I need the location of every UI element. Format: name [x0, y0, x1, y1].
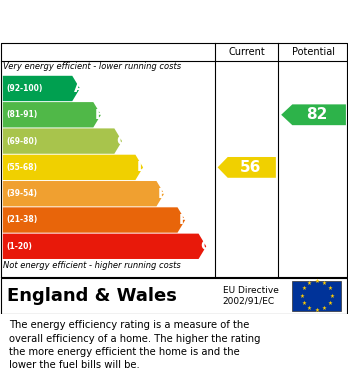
Polygon shape [218, 157, 276, 178]
Text: B: B [95, 108, 105, 122]
Text: (1-20): (1-20) [6, 242, 32, 251]
Text: E: E [158, 187, 167, 201]
Text: D: D [137, 160, 148, 174]
Polygon shape [3, 233, 206, 259]
Text: ★: ★ [327, 301, 332, 306]
Text: G: G [200, 239, 211, 253]
Text: ★: ★ [314, 278, 319, 283]
Text: Energy Efficiency Rating: Energy Efficiency Rating [60, 12, 288, 30]
Text: ★: ★ [329, 294, 334, 298]
Text: ★: ★ [314, 308, 319, 314]
Polygon shape [3, 207, 185, 233]
Text: ★: ★ [301, 286, 306, 291]
Text: England & Wales: England & Wales [7, 287, 177, 305]
Text: ★: ★ [322, 280, 327, 285]
Text: F: F [179, 213, 188, 227]
Text: ★: ★ [322, 307, 327, 312]
Polygon shape [3, 181, 164, 206]
Text: ★: ★ [301, 301, 306, 306]
Text: ★: ★ [307, 280, 312, 285]
Polygon shape [281, 104, 346, 125]
Text: (55-68): (55-68) [6, 163, 37, 172]
Polygon shape [3, 155, 143, 180]
Text: The energy efficiency rating is a measure of the
overall efficiency of a home. T: The energy efficiency rating is a measur… [9, 321, 260, 370]
Polygon shape [3, 128, 122, 154]
Text: A: A [74, 81, 85, 95]
Text: 82: 82 [306, 107, 328, 122]
Text: Potential: Potential [292, 47, 335, 57]
Text: (21-38): (21-38) [6, 215, 38, 224]
Text: ★: ★ [327, 286, 332, 291]
Text: 56: 56 [239, 160, 261, 175]
Text: C: C [116, 134, 126, 148]
Text: EU Directive
2002/91/EC: EU Directive 2002/91/EC [223, 286, 279, 306]
Polygon shape [3, 76, 80, 101]
Text: Very energy efficient - lower running costs: Very energy efficient - lower running co… [3, 62, 181, 71]
Text: (92-100): (92-100) [6, 84, 43, 93]
Text: (81-91): (81-91) [6, 110, 38, 119]
Text: Not energy efficient - higher running costs: Not energy efficient - higher running co… [3, 261, 181, 270]
Text: (39-54): (39-54) [6, 189, 37, 198]
Text: (69-80): (69-80) [6, 136, 38, 145]
Text: Current: Current [228, 47, 265, 57]
Text: ★: ★ [299, 294, 304, 298]
Bar [292, 281, 341, 311]
Text: ★: ★ [307, 307, 312, 312]
Polygon shape [3, 102, 101, 127]
